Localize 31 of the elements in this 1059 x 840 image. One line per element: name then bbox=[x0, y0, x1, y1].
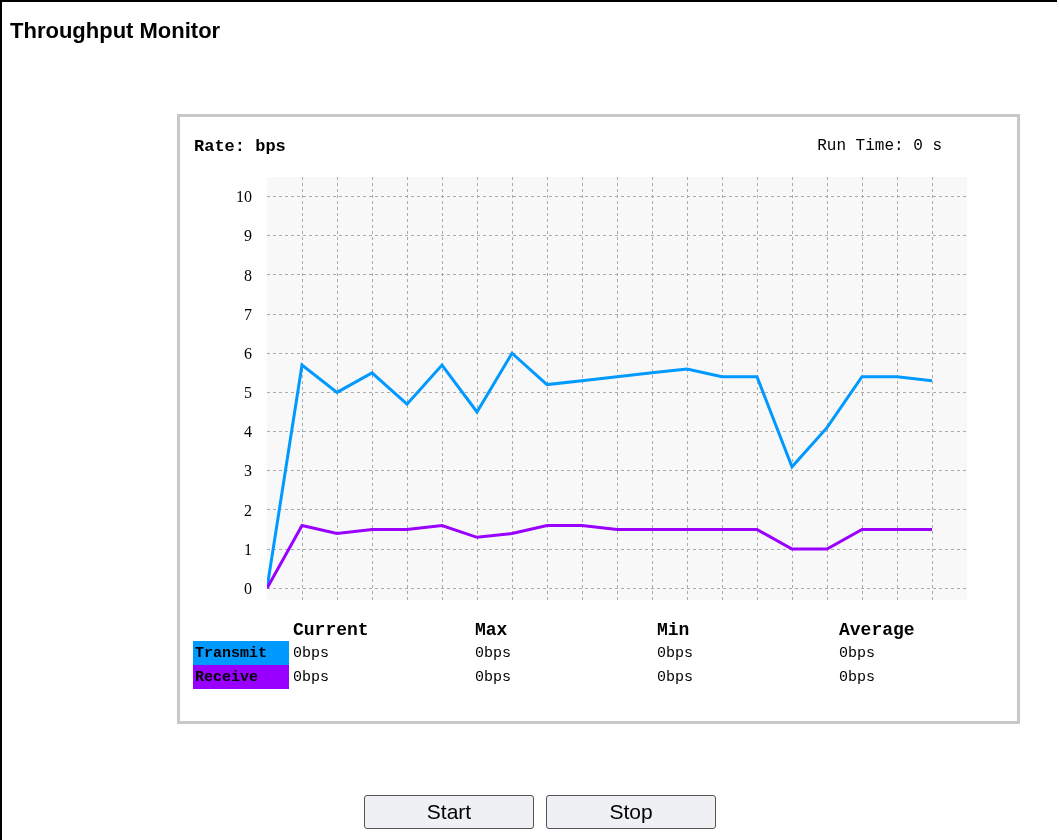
text: Average bbox=[838, 619, 916, 641]
y-tick-label: 3 bbox=[244, 462, 252, 480]
y-axis-title: Rate: bps bbox=[194, 137, 286, 156]
text: 0bps bbox=[474, 667, 512, 688]
text: Start bbox=[364, 795, 534, 829]
y-tick-label: 4 bbox=[244, 423, 252, 441]
y-tick-label: 10 bbox=[236, 188, 252, 206]
y-tick-label: 5 bbox=[244, 384, 252, 402]
text: 0bps bbox=[474, 643, 512, 664]
y-tick-label: 1 bbox=[244, 540, 252, 558]
line-series bbox=[267, 524, 934, 590]
text: Receive bbox=[193, 665, 289, 689]
text: 0bps bbox=[292, 643, 330, 664]
text: Stop bbox=[546, 795, 716, 829]
y-tick-label: 8 bbox=[244, 266, 252, 284]
chart-title: Throughput Monitor bbox=[10, 18, 221, 44]
text: 0bps bbox=[292, 667, 330, 688]
y-tick-label: 0 bbox=[244, 579, 252, 597]
text: Run Time: 0 s bbox=[817, 137, 942, 155]
text: 0bps bbox=[838, 667, 876, 688]
text: 0bps bbox=[656, 643, 694, 664]
text: Max bbox=[474, 619, 509, 641]
y-tick-label: 7 bbox=[244, 305, 252, 323]
y-tick-label: 6 bbox=[244, 344, 252, 362]
text: Min bbox=[656, 619, 691, 641]
text: 0bps bbox=[656, 667, 694, 688]
y-tick-label: 2 bbox=[244, 501, 252, 519]
text: Transmit bbox=[193, 641, 289, 665]
text: 0bps bbox=[838, 643, 876, 664]
text: Current bbox=[292, 619, 370, 641]
y-tick-label: 9 bbox=[244, 227, 252, 245]
